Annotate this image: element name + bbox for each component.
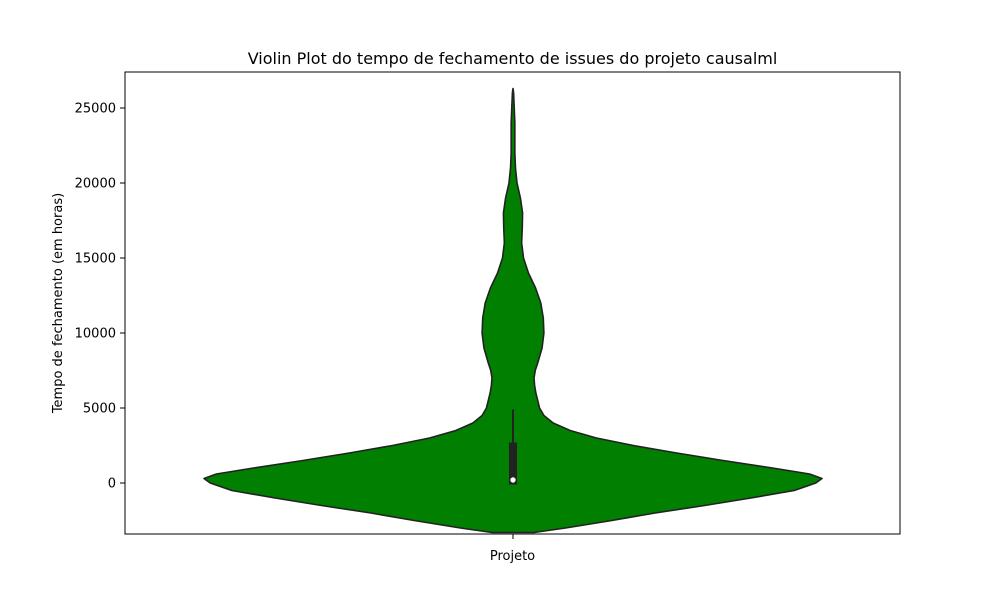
chart-title: Violin Plot do tempo de fechamento de is… [248, 49, 778, 68]
y-tick-label: 0 [108, 477, 116, 492]
y-tick-label: 15000 [75, 252, 116, 267]
y-axis: 0 5000 10000 15000 20000 25000 [75, 102, 125, 492]
y-axis-label: Tempo de fechamento (em horas) [51, 193, 66, 414]
y-tick-label: 25000 [75, 102, 116, 117]
plot-layer [203, 87, 823, 534]
y-tick-label: 10000 [75, 327, 116, 342]
y-tick-label: 5000 [83, 402, 116, 417]
violin-body [203, 87, 823, 534]
violin-median-marker [510, 477, 516, 483]
x-axis-label: Projeto [490, 549, 535, 564]
y-tick-label: 20000 [75, 177, 116, 192]
violin-iqr-box [509, 442, 517, 485]
